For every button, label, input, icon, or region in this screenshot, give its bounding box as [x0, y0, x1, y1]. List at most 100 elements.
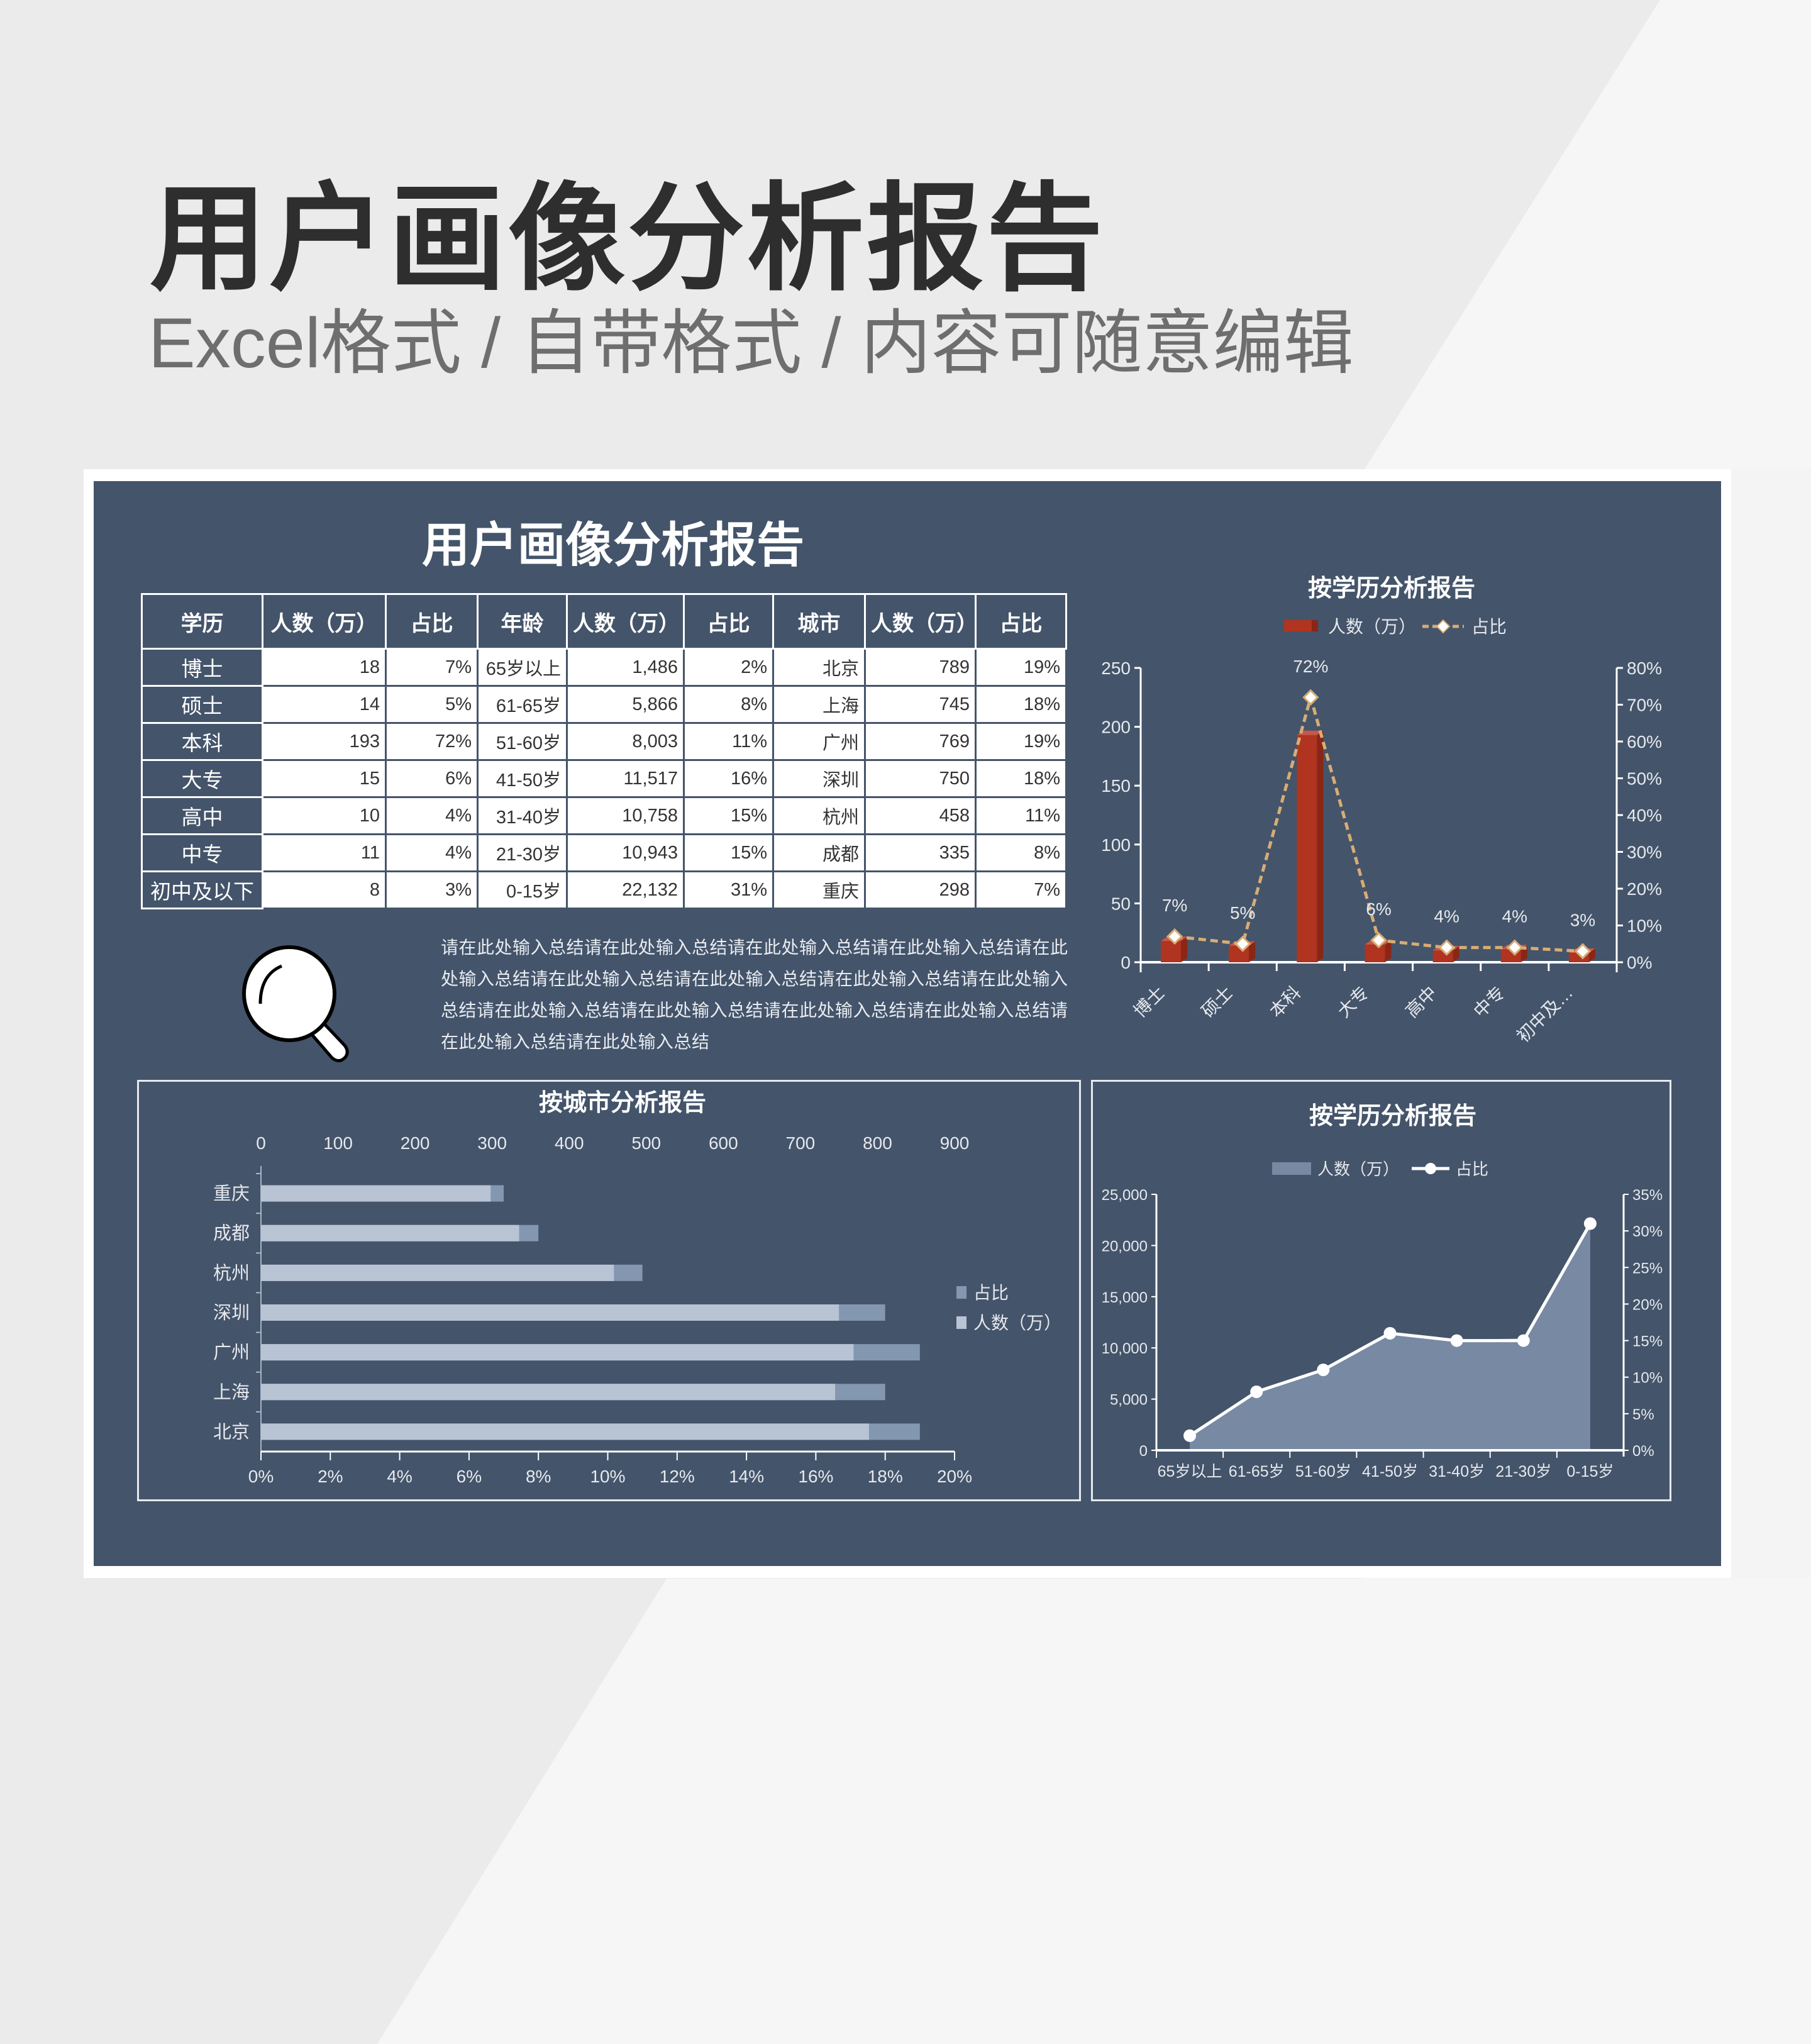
table-cell[interactable]: 18: [262, 648, 387, 687]
table-cell[interactable]: 3%: [385, 870, 479, 909]
table-cell[interactable]: 61-65岁: [477, 685, 568, 724]
table-cell[interactable]: 1,486: [566, 648, 685, 687]
x-top-tick-label: 700: [786, 1133, 816, 1153]
table-cell[interactable]: 18%: [975, 759, 1067, 798]
table-cell[interactable]: 硕士: [141, 685, 263, 724]
legend-swatch-bar: [1284, 620, 1312, 631]
x-bottom-tick-label: 14%: [729, 1467, 764, 1486]
x-tick-label: 博士: [1130, 982, 1169, 1021]
table-cell[interactable]: 5,866: [566, 685, 685, 724]
table-cell[interactable]: 15: [262, 759, 387, 798]
x-bottom-tick-label: 8%: [526, 1467, 551, 1486]
table-cell[interactable]: 72%: [385, 722, 479, 761]
bar-count: [261, 1304, 839, 1321]
table-cell[interactable]: 8%: [683, 685, 774, 724]
table-cell[interactable]: 博士: [141, 648, 263, 687]
bar-count: [261, 1185, 491, 1202]
line-marker: [1234, 935, 1251, 952]
table-cell[interactable]: 大专: [141, 759, 263, 798]
table-cell[interactable]: 4%: [385, 796, 479, 835]
line-marker: [1583, 1217, 1597, 1230]
table-cell[interactable]: 15%: [683, 833, 774, 872]
chart-title: 按学历分析报告: [1308, 575, 1475, 602]
table-cell[interactable]: 769: [864, 722, 977, 761]
x-top-tick-label: 0: [256, 1133, 266, 1153]
table-cell[interactable]: 22,132: [566, 870, 685, 909]
bar-side: [1249, 941, 1256, 962]
table-cell[interactable]: 51-60岁: [477, 722, 568, 761]
x-tick-label: 0-15岁: [1566, 1463, 1614, 1480]
table-cell[interactable]: 19%: [975, 648, 1067, 687]
table-cell[interactable]: 杭州: [772, 796, 866, 835]
table-cell[interactable]: 16%: [683, 759, 774, 798]
table-cell[interactable]: 10,758: [566, 796, 685, 835]
table-cell[interactable]: 31-40岁: [477, 796, 568, 835]
table-cell[interactable]: 重庆: [772, 870, 866, 909]
x-tick-label: 21-30岁: [1495, 1463, 1551, 1480]
table-cell[interactable]: 6%: [385, 759, 479, 798]
table-header-row: 学历 人数（万） 占比 年龄 人数（万） 占比 城市 人数（万） 占比: [141, 593, 1067, 650]
table-cell[interactable]: 4%: [385, 833, 479, 872]
y2-tick-label: 10%: [1627, 916, 1662, 936]
table-cell[interactable]: 深圳: [772, 759, 866, 798]
age-chart-box: [1091, 1080, 1671, 1501]
table-cell[interactable]: 0-15岁: [477, 870, 568, 909]
table-cell[interactable]: 15%: [683, 796, 774, 835]
table-cell[interactable]: 11: [262, 833, 387, 872]
bar: [1161, 941, 1182, 962]
table-cell[interactable]: 8: [262, 870, 387, 909]
table-cell[interactable]: 北京: [772, 648, 866, 687]
table-cell[interactable]: 41-50岁: [477, 759, 568, 798]
table-cell[interactable]: 19%: [975, 722, 1067, 761]
table-cell[interactable]: 8,003: [566, 722, 685, 761]
table-cell[interactable]: 高中: [141, 796, 263, 835]
table-cell[interactable]: 10,943: [566, 833, 685, 872]
table-cell[interactable]: 21-30岁: [477, 833, 568, 872]
table-cell[interactable]: 5%: [385, 685, 479, 724]
table-cell[interactable]: 18%: [975, 685, 1067, 724]
table-cell[interactable]: 11%: [975, 796, 1067, 835]
table-cell[interactable]: 31%: [683, 870, 774, 909]
table-cell[interactable]: 8%: [975, 833, 1067, 872]
column-header: 占比: [385, 593, 479, 650]
table-cell[interactable]: 成都: [772, 833, 866, 872]
table-cell[interactable]: 广州: [772, 722, 866, 761]
y2-tick-label: 35%: [1632, 1187, 1663, 1204]
page-title: 用户画像分析报告: [150, 174, 1106, 304]
data-label: 72%: [1293, 657, 1328, 676]
summary-text[interactable]: 请在此处输入总结请在此处输入总结请在此处输入总结请在此处输入总结请在此处输入总结…: [441, 938, 1068, 1052]
y2-tick-label: 30%: [1632, 1223, 1663, 1240]
table-cell[interactable]: 10: [262, 796, 387, 835]
table-cell[interactable]: 本科: [141, 722, 263, 761]
line-marker: [1438, 939, 1455, 956]
x-bottom-tick-label: 4%: [387, 1467, 412, 1486]
table-row: 中专 11 4% 21-30岁 10,943 15% 成都 335 8%: [141, 833, 1067, 872]
table-cell[interactable]: 335: [864, 833, 977, 872]
table-cell[interactable]: 789: [864, 648, 977, 687]
y2-tick-label: 20%: [1627, 879, 1662, 899]
bar-side: [1181, 936, 1188, 962]
y2-tick-label: 60%: [1627, 732, 1662, 752]
table-cell[interactable]: 上海: [772, 685, 866, 724]
table-cell[interactable]: 750: [864, 759, 977, 798]
table-cell[interactable]: 11%: [683, 722, 774, 761]
y2-tick-label: 80%: [1627, 658, 1662, 678]
table-cell[interactable]: 2%: [683, 648, 774, 687]
table-row: 博士 18 7% 65岁以上 1,486 2% 北京 789 19%: [141, 648, 1067, 687]
table-cell[interactable]: 298: [864, 870, 977, 909]
table-cell[interactable]: 65岁以上: [477, 648, 568, 687]
table-cell[interactable]: 中专: [141, 833, 263, 872]
x-top-tick-label: 900: [940, 1133, 970, 1153]
table-cell[interactable]: 193: [262, 722, 387, 761]
table-cell[interactable]: 初中及以下: [141, 870, 263, 909]
legend-label: 占比: [973, 1283, 1009, 1302]
table-cell[interactable]: 7%: [975, 870, 1067, 909]
table-cell[interactable]: 14: [262, 685, 387, 724]
table-cell[interactable]: 7%: [385, 648, 479, 687]
table-cell[interactable]: 745: [864, 685, 977, 724]
table-cell[interactable]: 11,517: [566, 759, 685, 798]
y2-tick-label: 40%: [1627, 806, 1662, 825]
line-marker: [1574, 943, 1592, 960]
table-cell[interactable]: 458: [864, 796, 977, 835]
line-marker: [1517, 1334, 1530, 1347]
